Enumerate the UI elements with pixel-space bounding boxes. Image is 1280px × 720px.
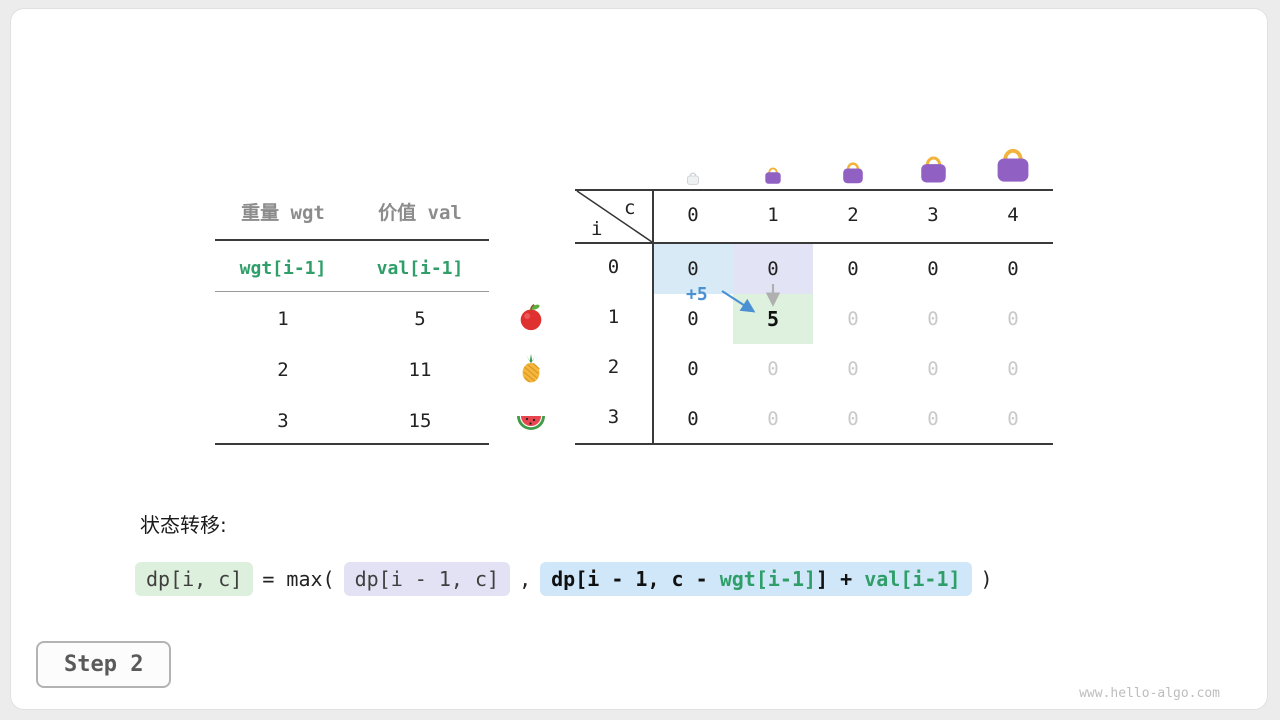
dp-row-header-2: 2 <box>607 356 620 378</box>
transition-formula: dp[i, c] = max( dp[i - 1, c] , dp[i - 1,… <box>135 562 993 596</box>
dp-corner-i-label: i <box>591 218 603 240</box>
item-row-1-wgt: 2 <box>277 359 289 381</box>
dp-cell-1-2: 0 <box>847 308 859 330</box>
dp-cell-0-2: 0 <box>847 258 859 280</box>
dp-cell-3-0: 0 <box>687 408 699 430</box>
step-badge: Step 2 <box>36 641 172 688</box>
items-table-divider-top <box>215 239 489 241</box>
dp-cell-2-4: 0 <box>1007 358 1019 380</box>
dp-col-header-4: 4 <box>1007 204 1019 226</box>
formula-arg2-wgt: wgt[i-1] <box>719 567 817 591</box>
state-transition-label: 状态转移: <box>140 513 227 537</box>
pineapple-icon <box>522 353 540 383</box>
dp-cell-0-4: 0 <box>1007 258 1019 280</box>
formula-arg2-val: val[i-1] <box>864 567 961 591</box>
plus-five-annotation: +5 <box>686 284 708 305</box>
dp-cell-3-2: 0 <box>847 408 859 430</box>
formula-arg2-prefix: dp[i - 1, c - <box>551 567 720 591</box>
dp-cell-0-0: 0 <box>653 244 733 294</box>
dp-cell-2-1: 0 <box>767 358 779 380</box>
item-row-0-val: 5 <box>414 308 426 330</box>
bag-icon-ghost <box>685 170 701 190</box>
items-table-divider-mid <box>215 291 489 292</box>
items-formula-wgt: wgt[i-1] <box>239 258 327 279</box>
dp-row-header-1: 1 <box>607 306 620 328</box>
dp-cell-2-0: 0 <box>687 358 699 380</box>
dp-col-header-3: 3 <box>927 204 939 226</box>
item-row-2-wgt: 3 <box>277 410 289 432</box>
dp-table-line-vertical <box>652 189 654 445</box>
items-header-value: 价值 val <box>378 202 462 224</box>
bag-icon-large <box>916 151 951 190</box>
item-row-0-wgt: 1 <box>277 308 289 330</box>
items-formula-val: val[i-1] <box>376 258 464 279</box>
formula-operator: = max( <box>262 567 335 591</box>
formula-arg2-token: dp[i - 1, c - wgt[i-1]] + val[i-1] <box>540 562 972 596</box>
dp-col-header-0: 0 <box>687 204 699 226</box>
items-table-divider-bottom <box>215 443 489 445</box>
bag-icon-small <box>762 164 784 190</box>
dp-cell-3-1: 0 <box>767 408 779 430</box>
dp-cell-1-3: 0 <box>927 308 939 330</box>
formula-arg2-mid: ] + <box>816 567 865 591</box>
items-header-weight: 重量 wgt <box>241 202 325 224</box>
dp-table-line-top <box>575 189 1053 191</box>
dp-row-header-3: 3 <box>607 406 620 428</box>
dp-cell-3-4: 0 <box>1007 408 1019 430</box>
dp-col-header-2: 2 <box>847 204 859 226</box>
dp-cell-2-2: 0 <box>847 358 859 380</box>
bag-icon-xlarge <box>991 142 1035 190</box>
formula-separator: , <box>519 567 532 591</box>
formula-lhs-token: dp[i, c] <box>135 562 254 596</box>
dp-col-header-1: 1 <box>767 204 779 226</box>
dp-cell-1-0: 0 <box>687 308 699 330</box>
dp-corner-c-label: c <box>624 197 636 219</box>
watermelon-icon <box>517 416 545 430</box>
dp-cell-0-3: 0 <box>927 258 939 280</box>
dp-table-line-bottom <box>575 443 1053 445</box>
watermark: www.hello-algo.com <box>1079 686 1220 701</box>
dp-cell-0-1: 0 <box>733 244 813 294</box>
item-row-2-val: 15 <box>408 410 432 432</box>
dp-table-line-header <box>575 242 1053 244</box>
dp-cell-2-3: 0 <box>927 358 939 380</box>
formula-close-paren: ) <box>980 567 993 591</box>
dp-cell-1-4: 0 <box>1007 308 1019 330</box>
bag-icon-medium <box>839 158 867 190</box>
dp-cell-3-3: 0 <box>927 408 939 430</box>
dp-row-header-0: 0 <box>607 256 620 278</box>
apple-icon <box>520 303 542 331</box>
item-row-1-val: 11 <box>408 359 432 381</box>
dp-cell-1-1: 5 <box>733 294 813 344</box>
formula-arg1-token: dp[i - 1, c] <box>343 562 511 596</box>
